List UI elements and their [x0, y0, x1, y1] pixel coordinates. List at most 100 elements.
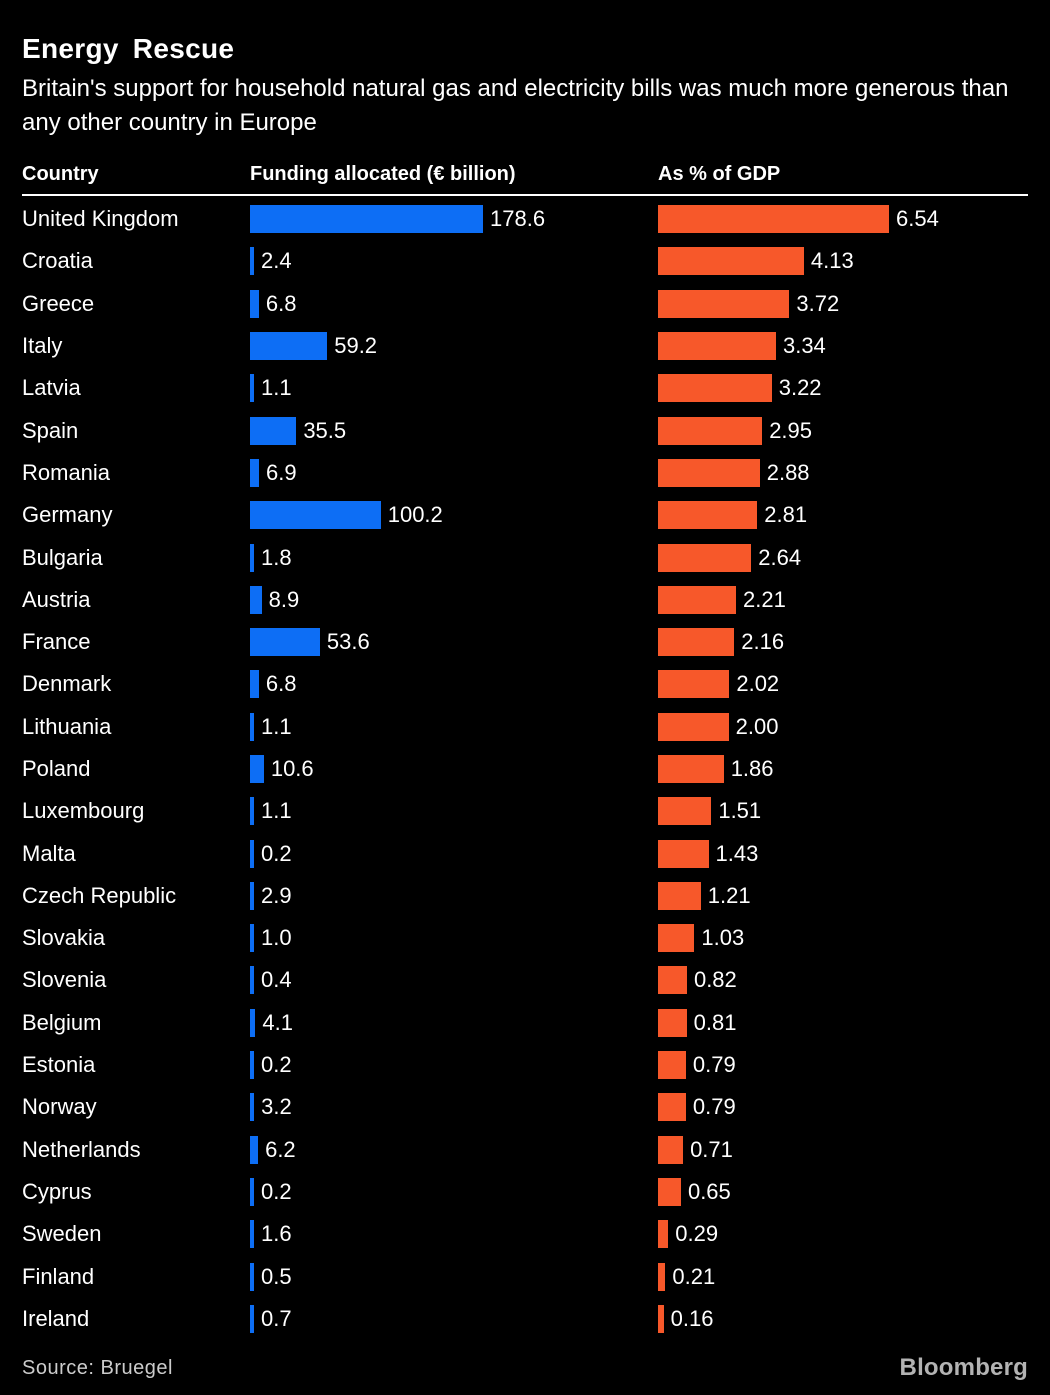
- gdp-cell: 1.03: [658, 917, 1028, 959]
- gdp-value: 2.00: [735, 713, 779, 739]
- gdp-value: 1.21: [707, 882, 751, 908]
- gdp-value: 0.81: [693, 1009, 737, 1035]
- table-row: Romania 6.9 2.88: [22, 452, 1028, 494]
- funding-value: 0.2: [261, 840, 292, 866]
- gdp-cell: 0.79: [658, 1044, 1028, 1086]
- gdp-value: 2.21: [743, 586, 786, 612]
- gdp-bar: [658, 1177, 681, 1206]
- table-row: Lithuania 1.1 2.00: [22, 706, 1028, 748]
- gdp-cell: 0.79: [658, 1086, 1028, 1128]
- funding-value: 100.2: [387, 502, 443, 528]
- funding-value: 0.2: [261, 1052, 292, 1078]
- table-row: Netherlands 6.2 0.71: [22, 1129, 1028, 1171]
- funding-cell: 6.8: [250, 663, 658, 705]
- funding-value: 1.1: [261, 713, 292, 739]
- gdp-value: 0.29: [675, 1221, 719, 1247]
- country-label: France: [22, 629, 91, 655]
- funding-bar: [250, 1093, 255, 1122]
- gdp-value: 0.82: [693, 967, 737, 993]
- gdp-value: 0.65: [687, 1178, 731, 1204]
- gdp-cell: 0.21: [658, 1255, 1028, 1297]
- funding-bar: [250, 1051, 254, 1080]
- column-header-funding: Funding allocated (€ billion): [250, 163, 516, 185]
- funding-cell: 8.9: [250, 579, 658, 621]
- funding-cell: 1.8: [250, 536, 658, 578]
- funding-value: 59.2: [334, 333, 378, 359]
- gdp-value: 0.79: [692, 1052, 736, 1078]
- funding-bar: [250, 1135, 259, 1164]
- gdp-bar: [658, 501, 758, 530]
- funding-cell: 0.4: [250, 959, 658, 1001]
- funding-bar: [250, 966, 254, 995]
- gdp-value: 3.22: [778, 375, 822, 401]
- gdp-cell: 2.64: [658, 536, 1028, 578]
- funding-cell: 2.4: [250, 240, 658, 282]
- funding-value: 0.5: [261, 1263, 292, 1289]
- country-label: Luxembourg: [22, 798, 145, 824]
- table-row: Czech Republic 2.9 1.21: [22, 875, 1028, 917]
- funding-bar: [250, 712, 254, 741]
- gdp-bar: [658, 924, 695, 953]
- gdp-bar: [658, 1135, 684, 1164]
- funding-bar: [250, 839, 254, 868]
- gdp-cell: 3.34: [658, 325, 1028, 367]
- country-label: Estonia: [22, 1052, 96, 1078]
- funding-value: 0.7: [261, 1305, 292, 1331]
- gdp-bar: [658, 881, 701, 910]
- funding-bar: [250, 374, 254, 403]
- gdp-value: 3.34: [782, 333, 826, 359]
- table-row: Austria 8.9 2.21: [22, 579, 1028, 621]
- gdp-value: 6.54: [896, 206, 939, 232]
- page-title: Energy Rescue: [22, 33, 235, 64]
- funding-bar: [250, 332, 328, 361]
- gdp-bar: [658, 839, 709, 868]
- header-rule: [22, 194, 1028, 196]
- gdp-bar: [658, 1093, 686, 1122]
- funding-cell: 1.1: [250, 367, 658, 409]
- funding-cell: 35.5: [250, 409, 658, 451]
- funding-bar: [250, 501, 381, 530]
- gdp-cell: 1.21: [658, 875, 1028, 917]
- funding-cell: 6.2: [250, 1129, 658, 1171]
- gdp-cell: 4.13: [658, 240, 1028, 282]
- table-row: Italy 59.2 3.34: [22, 325, 1028, 367]
- gdp-cell: 2.00: [658, 706, 1028, 748]
- gdp-bar: [658, 289, 790, 318]
- funding-value: 2.4: [261, 248, 292, 274]
- gdp-bar: [658, 712, 729, 741]
- funding-cell: 2.9: [250, 875, 658, 917]
- gdp-bar: [658, 1220, 669, 1249]
- table-row: Slovakia 1.0 1.03: [22, 917, 1028, 959]
- gdp-value: 4.13: [810, 248, 854, 274]
- gdp-bar: [658, 458, 760, 487]
- funding-value: 1.8: [261, 544, 292, 570]
- funding-value: 178.6: [490, 206, 546, 232]
- funding-bar: [250, 881, 254, 910]
- table-row: Norway 3.2 0.79: [22, 1086, 1028, 1128]
- column-header-country: Country: [22, 163, 99, 185]
- gdp-value: 2.95: [769, 417, 813, 443]
- funding-bar: [250, 289, 259, 318]
- funding-value: 0.4: [261, 967, 292, 993]
- gdp-bar: [658, 374, 772, 403]
- table-row: Poland 10.6 1.86: [22, 748, 1028, 790]
- funding-cell: 0.2: [250, 1171, 658, 1213]
- funding-value: 35.5: [303, 417, 347, 443]
- funding-cell: 1.0: [250, 917, 658, 959]
- gdp-cell: 2.16: [658, 621, 1028, 663]
- chart-subtitle: Britain's support for household natural …: [22, 75, 1009, 136]
- funding-cell: 59.2: [250, 325, 658, 367]
- country-label: Greece: [22, 290, 95, 316]
- country-label: Spain: [22, 417, 79, 443]
- country-label: Slovakia: [22, 925, 106, 951]
- funding-value: 0.2: [261, 1178, 292, 1204]
- country-label: Italy: [22, 333, 63, 359]
- country-label: Germany: [22, 502, 113, 528]
- country-label: Finland: [22, 1263, 95, 1289]
- table-row: Malta 0.2 1.43: [22, 832, 1028, 874]
- gdp-bar: [658, 1008, 687, 1037]
- funding-bar: [250, 628, 320, 657]
- funding-bar: [250, 247, 254, 276]
- gdp-bar: [658, 966, 687, 995]
